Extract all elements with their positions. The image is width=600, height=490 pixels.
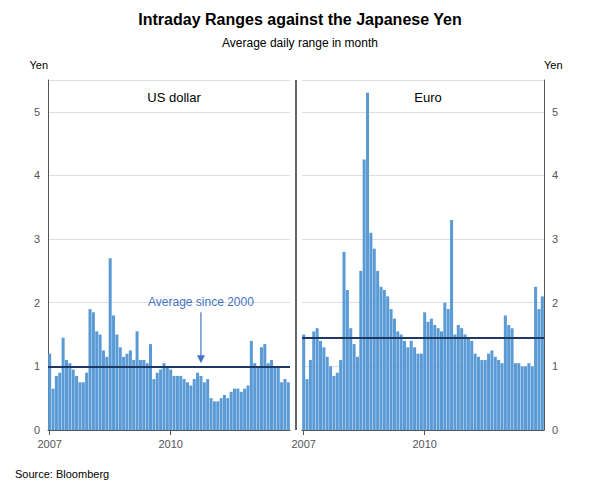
svg-text:2007: 2007 (37, 438, 61, 450)
svg-text:2010: 2010 (412, 438, 436, 450)
svg-text:1: 1 (552, 360, 558, 372)
svg-text:4: 4 (34, 169, 40, 181)
svg-text:US dollar: US dollar (147, 90, 201, 105)
svg-text:5: 5 (552, 106, 558, 118)
svg-text:2010: 2010 (158, 438, 182, 450)
svg-text:0: 0 (34, 424, 40, 436)
svg-text:5: 5 (34, 106, 40, 118)
svg-text:Euro: Euro (414, 90, 441, 105)
svg-text:2: 2 (552, 297, 558, 309)
svg-text:2: 2 (34, 297, 40, 309)
svg-text:1: 1 (34, 360, 40, 372)
svg-text:Intraday Ranges against the Ja: Intraday Ranges against the Japanese Yen (138, 11, 461, 28)
svg-text:0: 0 (552, 424, 558, 436)
svg-text:Yen: Yen (29, 59, 48, 71)
svg-text:Average daily range in month: Average daily range in month (222, 36, 378, 50)
svg-text:Average since 2000: Average since 2000 (148, 295, 254, 309)
svg-text:2007: 2007 (291, 438, 315, 450)
svg-text:Source: Bloomberg: Source: Bloomberg (15, 468, 109, 480)
svg-text:Yen: Yen (544, 59, 563, 71)
svg-text:3: 3 (34, 233, 40, 245)
svg-text:3: 3 (552, 233, 558, 245)
svg-text:4: 4 (552, 169, 558, 181)
